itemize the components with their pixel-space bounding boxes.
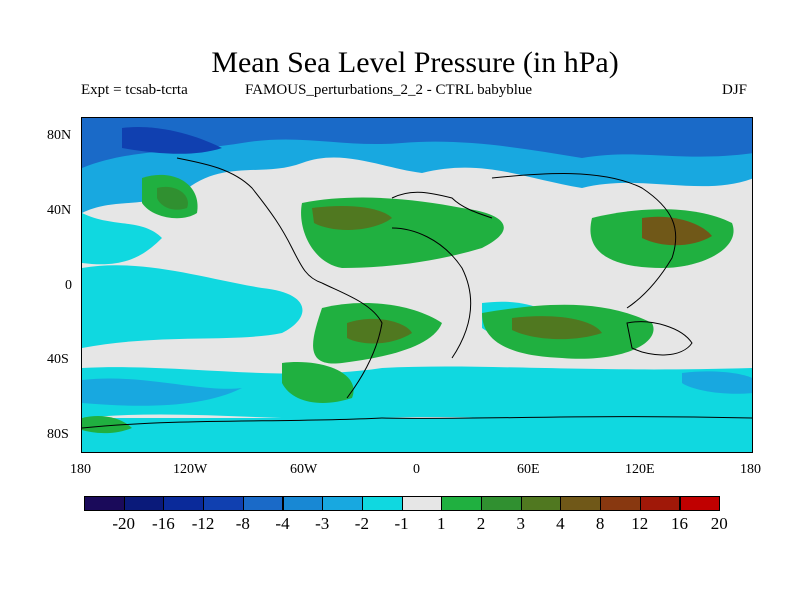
colorbar-swatch bbox=[84, 496, 125, 511]
coastlines bbox=[82, 157, 752, 429]
coast-africa bbox=[391, 227, 472, 359]
colorbar-swatch bbox=[322, 496, 363, 511]
colorbar-label: 16 bbox=[671, 514, 688, 533]
comparison-label: FAMOUS_perturbations_2_2 - CTRL babyblue bbox=[245, 82, 533, 98]
colorbar-swatch bbox=[481, 496, 522, 511]
south-atlantic-positive-core bbox=[347, 318, 412, 344]
lon-label-0: 0 bbox=[413, 462, 420, 477]
colorbar-label: -16 bbox=[152, 514, 175, 533]
colorbar-swatch bbox=[679, 496, 721, 511]
southern-ocean-core-east bbox=[682, 371, 752, 394]
colorbar-label: -20 bbox=[112, 514, 136, 533]
lat-label-40s: 40S bbox=[47, 352, 69, 367]
lat-label-40n: 40N bbox=[47, 203, 72, 218]
pressure-anomaly-map bbox=[82, 118, 752, 452]
lon-label-120w: 120W bbox=[173, 462, 208, 477]
arctic-deep-low bbox=[122, 127, 222, 154]
coast-australia bbox=[626, 321, 693, 356]
colorbar-swatch bbox=[560, 496, 602, 511]
north-pacific-positive-core bbox=[642, 216, 712, 246]
colorbar-swatch bbox=[163, 496, 205, 511]
antarctic-positive bbox=[82, 416, 132, 434]
southern-ocean-negative bbox=[82, 366, 752, 422]
season-label: DJF bbox=[722, 82, 748, 98]
coast-europe bbox=[391, 191, 493, 219]
colorbar-label: -12 bbox=[191, 514, 215, 533]
coast-antarctica bbox=[82, 416, 752, 429]
colorbar-label: 12 bbox=[631, 514, 649, 533]
colorbar-swatch bbox=[639, 496, 681, 511]
lon-label-60w: 60W bbox=[290, 462, 318, 477]
colorbar-swatch bbox=[520, 496, 562, 511]
chart-title: Mean Sea Level Pressure (in hPa) bbox=[211, 46, 619, 79]
map-panel bbox=[81, 117, 753, 453]
south-america-positive bbox=[282, 362, 354, 403]
arctic-low-core bbox=[82, 118, 752, 168]
colorbar-label: 1 bbox=[437, 514, 446, 533]
colorbar-label: -8 bbox=[235, 514, 250, 533]
colorbar-swatch bbox=[282, 496, 324, 511]
colorbar-swatch bbox=[361, 496, 403, 511]
coast-south-america bbox=[321, 282, 383, 399]
colorbar-label: 3 bbox=[516, 514, 525, 533]
lon-label-180e: 180 bbox=[740, 462, 761, 477]
colorbar-label: 8 bbox=[595, 514, 605, 533]
pacific-negative bbox=[82, 213, 162, 265]
colorbar-swatch bbox=[441, 496, 482, 511]
lon-label-180w: 180 bbox=[70, 462, 91, 477]
antarctic-negative bbox=[82, 418, 752, 452]
southern-ocean-core bbox=[82, 378, 242, 406]
lat-label-80s: 80S bbox=[47, 427, 69, 442]
indian-ocean-positive-core bbox=[512, 316, 602, 340]
lat-label-80n: 80N bbox=[47, 128, 72, 143]
north-america-positive-core bbox=[157, 186, 188, 210]
colorbar-swatch bbox=[242, 496, 284, 511]
colorbar-swatch bbox=[600, 496, 641, 511]
colorbar-label: -2 bbox=[354, 514, 369, 533]
colorbar-swatch bbox=[203, 496, 244, 511]
tropical-pacific-negative bbox=[82, 265, 303, 348]
coast-north-america bbox=[176, 157, 323, 284]
colorbar-swatch bbox=[123, 496, 165, 511]
colorbar-label: -3 bbox=[315, 514, 330, 533]
colorbar-label: 4 bbox=[556, 514, 565, 533]
colorbar-label: 20 bbox=[710, 514, 728, 533]
experiment-label: Expt = tcsab-tcrta bbox=[81, 82, 188, 98]
coast-asia bbox=[491, 173, 677, 309]
lat-label-eq: 0 bbox=[65, 278, 72, 293]
colorbar-label: -1 bbox=[394, 514, 409, 533]
colorbar-label: 2 bbox=[476, 514, 486, 533]
north-atlantic-positive-core bbox=[312, 206, 392, 230]
lon-label-60e: 60E bbox=[517, 462, 540, 477]
colorbar-swatch bbox=[401, 496, 443, 511]
colorbar-label: -4 bbox=[275, 514, 290, 533]
lon-label-120e: 120E bbox=[625, 462, 655, 477]
